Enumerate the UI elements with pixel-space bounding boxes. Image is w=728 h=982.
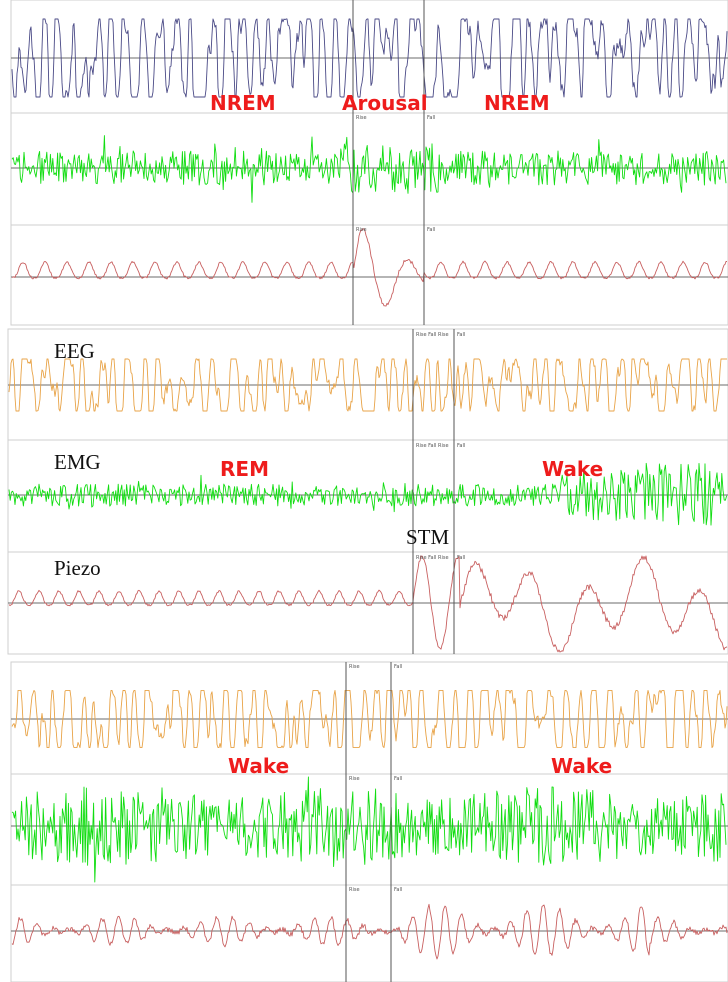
panel-1-emg-trace [11, 135, 727, 203]
panel-2-piezo-trace [8, 555, 728, 653]
panel-2-stim-label-2: Rise Fall Rise [416, 443, 449, 449]
panel-3-eeg-trace [11, 689, 728, 749]
panel-2-fall-label-2: Fall [457, 443, 465, 449]
panel-3-rise-label-2: Rise [349, 776, 360, 782]
panel-2-fall-label-3: Fall [457, 555, 465, 561]
panel-1-frame [10, 0, 728, 326]
panel-1-rise-label-2: Rise [356, 227, 367, 233]
panel-3-rise-label: Rise [349, 664, 360, 670]
panel-1-eeg-trace [11, 18, 728, 98]
panel-2-emg-trace [8, 462, 728, 526]
panel-3-fall-label-2: Fall [394, 776, 402, 782]
panel-3-rise-label-3: Rise [349, 887, 360, 893]
panel-3-frame [10, 661, 728, 982]
stage-label-arousal: Arousal [342, 91, 428, 115]
stage-label-nrem-1: NREM [210, 91, 276, 115]
panel-1-fall-label: Fall [427, 115, 435, 121]
stage-label-wake-2: Wake [228, 754, 289, 778]
panel-2-stim-label-3: Rise Fall Rise [416, 555, 449, 561]
panel-2-frame [7, 328, 728, 655]
panel-1-fall-label-2: Fall [427, 227, 435, 233]
channel-label-emg: EMG [54, 450, 101, 474]
panel-2: Rise Fall Rise Rise Fall Rise Rise Fall … [7, 328, 728, 655]
panel-3: Rise Rise Rise Fall Fall Fall Wake Wake [10, 661, 728, 982]
event-label-stm: STM [406, 525, 450, 549]
panel-3-emg-trace [11, 776, 727, 883]
panel-1: Rise Rise Fall Fall NREM Arousal NREM [10, 0, 728, 326]
panel-2-eeg-trace [8, 358, 727, 412]
panel-3-piezo-trace [11, 903, 728, 960]
panel-1-rise-label: Rise [356, 115, 367, 121]
stage-label-wake-1: Wake [542, 457, 603, 481]
channel-label-eeg: EEG [54, 339, 95, 363]
panel-2-fall-label: Fall [457, 332, 465, 338]
stage-label-wake-3: Wake [551, 754, 612, 778]
stage-label-rem: REM [220, 457, 269, 481]
panel-3-fall-label-3: Fall [394, 887, 402, 893]
panel-3-fall-label: Fall [394, 664, 402, 670]
panel-1-piezo-trace [11, 228, 727, 307]
stage-label-nrem-2: NREM [484, 91, 550, 115]
panel-2-stim-label: Rise Fall Rise [416, 332, 449, 338]
channel-label-piezo: Piezo [54, 556, 101, 580]
